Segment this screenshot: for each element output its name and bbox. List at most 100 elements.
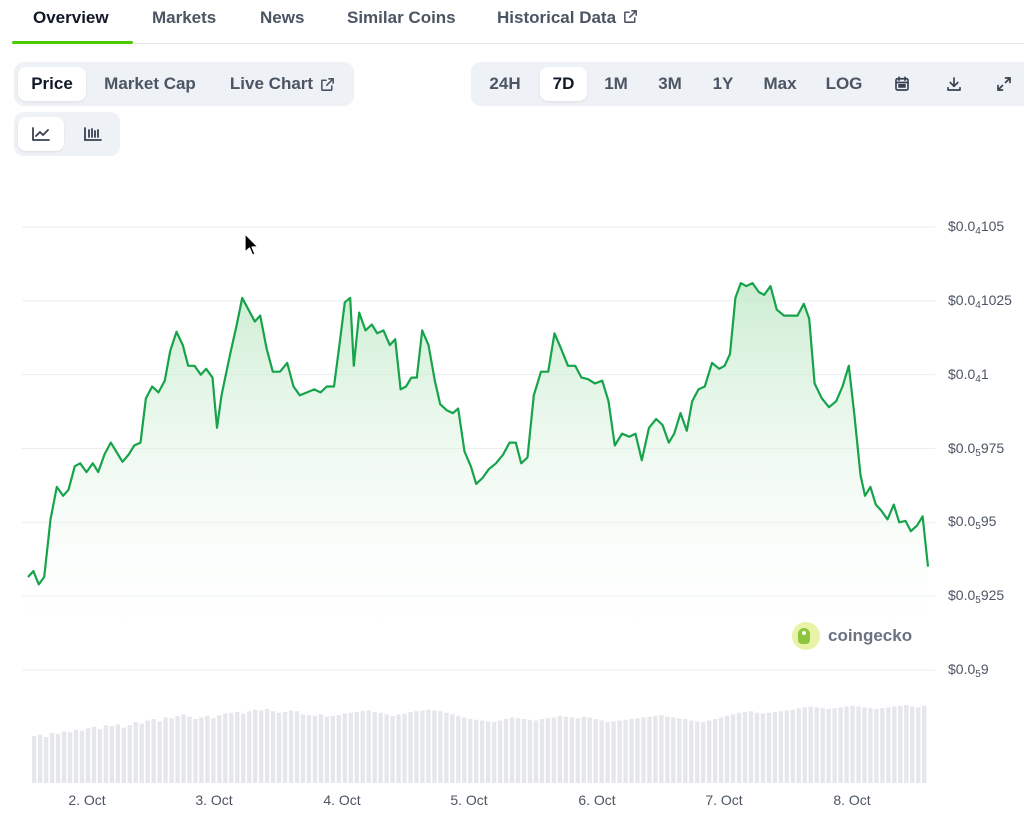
range-24h-button[interactable]: 24H bbox=[489, 74, 521, 93]
x-tick-label: 2. Oct bbox=[68, 792, 106, 808]
volume-bar bbox=[910, 706, 915, 783]
volume-bar bbox=[844, 706, 849, 783]
candlestick-chart-button[interactable] bbox=[70, 117, 116, 151]
line-chart-button[interactable] bbox=[18, 117, 64, 151]
volume-bar bbox=[32, 736, 37, 783]
volume-bar bbox=[282, 712, 288, 783]
range-1m-button[interactable]: 1M bbox=[604, 74, 628, 93]
volume-bar bbox=[701, 722, 706, 783]
y-tick-label: $0.0595 bbox=[948, 513, 997, 533]
volume-bar bbox=[312, 715, 318, 783]
volume-bar bbox=[856, 706, 861, 783]
tab-overview[interactable]: Overview bbox=[33, 8, 109, 27]
volume-bar bbox=[551, 717, 557, 783]
volume-bar bbox=[408, 712, 413, 783]
volume-bar bbox=[563, 716, 568, 783]
volume-bar bbox=[247, 711, 252, 783]
volume-bar bbox=[79, 730, 85, 783]
volume-bar bbox=[462, 717, 467, 783]
log-scale-button[interactable]: LOG bbox=[825, 74, 863, 93]
volume-bar bbox=[838, 707, 843, 783]
volume-bar bbox=[258, 710, 264, 783]
range-toolbar: 24H 7D 1M 3M 1Y Max LOG bbox=[471, 62, 1024, 106]
tab-similar-coins[interactable]: Similar Coins bbox=[347, 8, 456, 27]
view-toggle: Price Market Cap Live Chart bbox=[14, 62, 354, 106]
volume-bar bbox=[270, 711, 276, 783]
active-tab-indicator bbox=[12, 41, 133, 44]
tab-historical-data[interactable]: Historical Data bbox=[497, 8, 639, 28]
x-tick-label: 7. Oct bbox=[705, 792, 743, 808]
volume-bar bbox=[384, 714, 389, 783]
volume-bar bbox=[802, 707, 807, 783]
volume-bar bbox=[133, 722, 138, 783]
range-max-button[interactable]: Max bbox=[763, 74, 797, 93]
volume-bar bbox=[539, 719, 545, 783]
download-button[interactable] bbox=[933, 67, 975, 101]
volume-bar bbox=[276, 712, 282, 783]
volume-bar bbox=[91, 726, 97, 783]
volume-bar bbox=[55, 733, 61, 783]
volume-bar bbox=[73, 729, 79, 783]
volume-bar bbox=[647, 716, 652, 783]
volume-bar bbox=[121, 727, 126, 783]
volume-bar bbox=[426, 709, 431, 783]
volume-bar bbox=[545, 718, 551, 783]
volume-bar bbox=[211, 718, 216, 783]
chart-style-toggle bbox=[14, 112, 120, 156]
mouse-cursor-icon bbox=[244, 233, 259, 256]
range-7d-button[interactable]: 7D bbox=[540, 67, 587, 101]
volume-bar bbox=[898, 705, 903, 783]
volume-bar bbox=[790, 709, 795, 783]
calendar-button[interactable] bbox=[881, 67, 923, 101]
range-1y-button[interactable]: 1Y bbox=[712, 74, 734, 93]
volume-bar bbox=[67, 732, 73, 783]
volume-bar bbox=[444, 712, 449, 783]
price-line bbox=[27, 282, 930, 586]
volume-bar bbox=[778, 711, 784, 783]
fullscreen-button[interactable] bbox=[983, 67, 1024, 101]
volume-bar bbox=[217, 715, 222, 783]
volume-bar bbox=[396, 714, 401, 783]
x-tick-label: 5. Oct bbox=[450, 792, 488, 808]
volume-bar bbox=[348, 712, 353, 783]
volume-bar bbox=[886, 707, 891, 783]
volume-bar bbox=[760, 713, 766, 783]
volume-bar bbox=[832, 708, 837, 783]
volume-bar bbox=[868, 708, 873, 783]
watermark-text: coingecko bbox=[828, 626, 913, 645]
tab-news[interactable]: News bbox=[260, 8, 305, 27]
volume-bar bbox=[611, 721, 616, 783]
volume-bar bbox=[169, 718, 174, 783]
price-button[interactable]: Price bbox=[18, 67, 86, 101]
volume-bar bbox=[324, 716, 330, 783]
volume-bar bbox=[342, 713, 347, 783]
live-chart-label: Live Chart bbox=[229, 74, 314, 93]
volume-bar bbox=[330, 715, 336, 783]
volume-bar bbox=[480, 720, 485, 783]
external-link-icon bbox=[321, 77, 335, 91]
volume-bar bbox=[97, 729, 103, 783]
volume-bar bbox=[659, 715, 664, 783]
volume-bar bbox=[61, 731, 67, 783]
download-icon bbox=[947, 77, 961, 91]
volume-bar bbox=[432, 710, 437, 783]
range-3m-button[interactable]: 3M bbox=[658, 74, 682, 93]
volume-bar bbox=[772, 712, 778, 783]
volume-bar bbox=[820, 708, 825, 783]
y-tick-label: $0.04105 bbox=[948, 218, 1005, 237]
market-cap-button[interactable]: Market Cap bbox=[104, 74, 196, 93]
tab-markets[interactable]: Markets bbox=[152, 8, 217, 27]
volume-bar bbox=[665, 716, 670, 783]
volume-bar bbox=[515, 718, 521, 783]
volume-bar bbox=[569, 717, 574, 783]
volume-bar bbox=[187, 716, 192, 783]
live-chart-button[interactable]: Live Chart bbox=[219, 67, 347, 101]
volume-bar bbox=[862, 707, 867, 783]
y-tick-label: $0.041025 bbox=[948, 291, 1012, 311]
volume-bar bbox=[826, 708, 831, 783]
volume-bar bbox=[587, 717, 592, 783]
volume-bar bbox=[241, 713, 246, 783]
top-tabs: Overview Markets News Similar Coins Hist… bbox=[12, 0, 1024, 44]
coingecko-logo-icon bbox=[792, 622, 820, 650]
